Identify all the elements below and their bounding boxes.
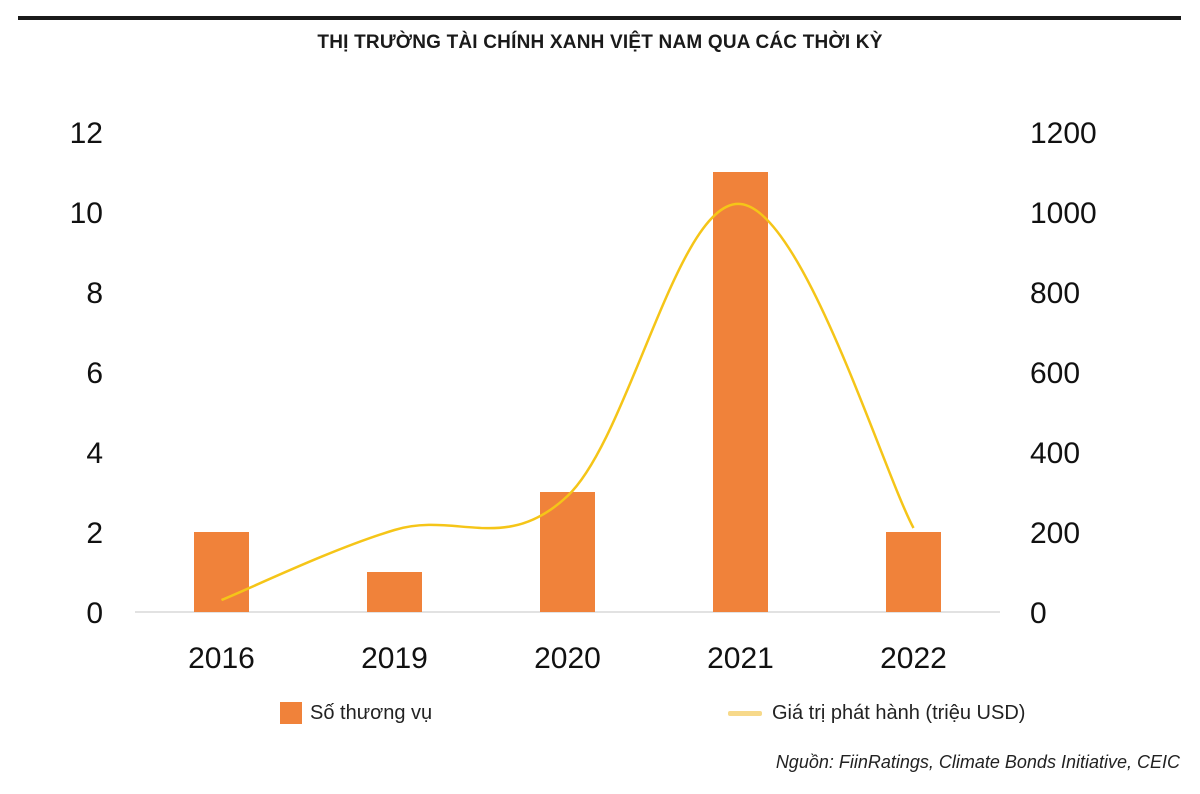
left-tick-label: 6 bbox=[86, 357, 103, 390]
left-tick-label: 10 bbox=[70, 197, 103, 230]
bar-2022 bbox=[886, 532, 941, 612]
bar-2021 bbox=[713, 172, 768, 612]
right-tick-label: 1200 bbox=[1030, 117, 1097, 150]
top-rule bbox=[18, 16, 1181, 20]
x-tick-label: 2020 bbox=[534, 642, 601, 675]
bar-series bbox=[194, 172, 941, 612]
source-note: Nguồn: FiinRatings, Climate Bonds Initia… bbox=[775, 752, 1180, 772]
right-tick-label: 800 bbox=[1030, 277, 1080, 310]
legend-item-bar: Số thương vụ bbox=[280, 698, 432, 728]
legend-item-line: Giá trị phát hành (triệu USD) bbox=[728, 698, 1025, 728]
x-tick-label: 2019 bbox=[361, 642, 428, 675]
x-tick-label: 2022 bbox=[880, 642, 947, 675]
right-tick-label: 1000 bbox=[1030, 197, 1097, 230]
right-tick-label: 0 bbox=[1030, 597, 1047, 630]
left-tick-label: 12 bbox=[70, 117, 103, 150]
left-tick-label: 2 bbox=[86, 517, 103, 550]
x-axis-ticks: 2016 2019 2020 2021 2022 bbox=[188, 642, 947, 675]
left-tick-label: 8 bbox=[86, 277, 103, 310]
legend-line-label: Giá trị phát hành (triệu USD) bbox=[772, 701, 1026, 724]
legend-bar-label: Số thương vụ bbox=[310, 701, 433, 724]
line-series bbox=[221, 202, 915, 602]
chart-title: THỊ TRƯỜNG TÀI CHÍNH XANH VIỆT NAM QUA C… bbox=[317, 32, 883, 53]
x-tick-label: 2016 bbox=[188, 642, 255, 675]
right-axis-ticks: 0 200 400 600 800 1000 1200 bbox=[1030, 117, 1097, 630]
combo-chart: 0 2 4 6 8 10 12 0 200 400 600 800 1000 1200 2016 2019… bbox=[70, 117, 1097, 675]
right-tick-label: 400 bbox=[1030, 437, 1080, 470]
right-tick-label: 600 bbox=[1030, 357, 1080, 390]
legend-bar-swatch bbox=[280, 702, 302, 724]
bar-2019 bbox=[367, 572, 422, 612]
left-tick-label: 0 bbox=[86, 597, 103, 630]
left-tick-label: 4 bbox=[86, 437, 103, 470]
x-tick-label: 2021 bbox=[707, 642, 774, 675]
left-axis-ticks: 0 2 4 6 8 10 12 bbox=[70, 117, 103, 630]
legend-line-swatch bbox=[728, 710, 762, 716]
right-tick-label: 200 bbox=[1030, 517, 1080, 550]
